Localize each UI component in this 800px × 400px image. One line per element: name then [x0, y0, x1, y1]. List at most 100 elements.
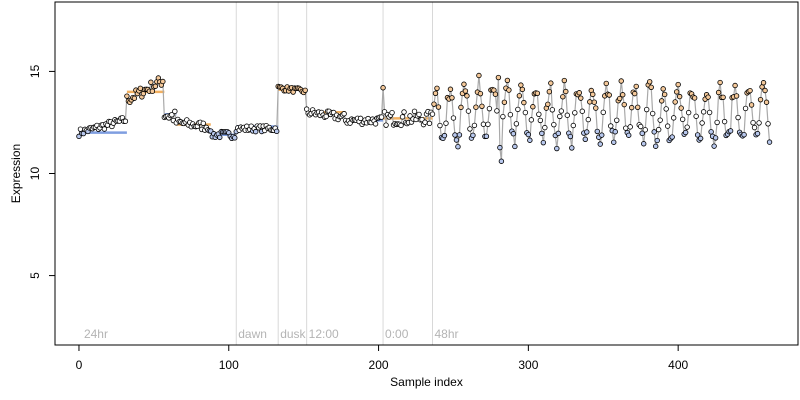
- data-point: [632, 90, 638, 97]
- data-point: [635, 104, 641, 111]
- x-axis-title: Sample index: [390, 375, 463, 389]
- data-point: [717, 79, 723, 86]
- data-point: [578, 95, 584, 101]
- data-point: [585, 116, 591, 123]
- data-point: [341, 111, 347, 117]
- data-point: [473, 104, 479, 110]
- data-point: [383, 122, 389, 128]
- data-point: [548, 80, 554, 86]
- data-point: [561, 77, 568, 84]
- data-point: [504, 77, 511, 84]
- data-point: [435, 104, 442, 110]
- data-point: [465, 108, 472, 114]
- data-point: [536, 111, 542, 118]
- data-point: [443, 120, 449, 126]
- data-point: [453, 137, 460, 143]
- data-point: [554, 145, 560, 152]
- data-point: [658, 98, 665, 104]
- data-point: [495, 74, 502, 81]
- data-point: [539, 130, 545, 137]
- data-point: [411, 108, 418, 115]
- data-point: [715, 89, 722, 96]
- data-point: [217, 134, 223, 141]
- data-point: [629, 104, 635, 111]
- data-point: [160, 78, 166, 85]
- data-point: [765, 121, 771, 127]
- data-point: [673, 89, 680, 95]
- data-point: [618, 78, 624, 84]
- region-markers: [235, 2, 433, 345]
- data-point: [611, 139, 617, 145]
- data-point: [608, 123, 614, 129]
- data-point: [516, 93, 523, 99]
- data-point: [148, 79, 154, 85]
- data-point: [542, 124, 548, 131]
- data-point: [500, 113, 506, 120]
- data-point: [682, 129, 689, 136]
- data-point: [152, 83, 159, 89]
- data-point: [323, 113, 329, 120]
- data-point: [476, 72, 482, 79]
- data-point: [483, 133, 490, 139]
- data-point: [679, 116, 686, 123]
- data-point: [429, 111, 436, 117]
- region-label: dusk: [280, 327, 306, 341]
- x-tick-label: 200: [369, 358, 389, 372]
- data-point: [274, 128, 280, 135]
- data-point: [549, 107, 556, 113]
- data-point: [378, 114, 385, 120]
- y-axis: 5 10 15: [28, 64, 56, 279]
- data-point: [506, 87, 512, 93]
- data-point: [122, 118, 129, 124]
- data-point: [572, 110, 578, 116]
- y-tick-label: 10: [28, 167, 42, 181]
- data-point: [756, 120, 762, 126]
- data-point: [750, 119, 756, 126]
- data-point: [732, 82, 738, 89]
- data-point: [567, 133, 574, 140]
- data-point: [467, 126, 473, 132]
- data-point: [591, 99, 597, 105]
- data-point: [558, 108, 565, 114]
- data-point: [617, 95, 623, 102]
- data-point: [590, 91, 596, 98]
- data-point: [757, 96, 764, 103]
- x-tick-label: 400: [668, 358, 688, 372]
- data-point: [455, 143, 461, 150]
- data-point: [172, 108, 178, 115]
- data-point: [485, 121, 491, 128]
- data-point: [693, 113, 699, 119]
- x-tick-label: 300: [518, 358, 538, 372]
- data-point: [655, 126, 662, 133]
- data-point: [614, 117, 620, 124]
- data-point: [766, 139, 773, 145]
- data-point: [507, 112, 514, 118]
- data-point: [714, 119, 720, 126]
- data-point: [513, 121, 520, 127]
- data-point: [149, 88, 156, 94]
- x-tick-label: 0: [76, 358, 83, 372]
- data-point: [670, 115, 677, 121]
- data-point: [555, 130, 562, 137]
- data-point: [706, 109, 713, 116]
- data-point: [579, 108, 585, 114]
- data-point: [654, 137, 660, 144]
- data-point: [685, 109, 692, 116]
- data-point: [497, 144, 503, 151]
- data-point: [593, 105, 599, 111]
- data-point: [494, 108, 500, 114]
- data-point: [131, 95, 138, 101]
- data-point: [479, 103, 485, 110]
- data-point: [708, 129, 714, 135]
- data-point: [705, 94, 711, 100]
- data-point: [657, 117, 663, 123]
- data-point: [492, 91, 499, 97]
- data-point: [437, 122, 443, 129]
- data-point: [672, 99, 678, 105]
- data-point: [660, 86, 666, 92]
- data-point: [527, 137, 533, 143]
- data-point: [675, 81, 681, 88]
- data-point: [762, 87, 768, 94]
- data-point: [649, 110, 656, 117]
